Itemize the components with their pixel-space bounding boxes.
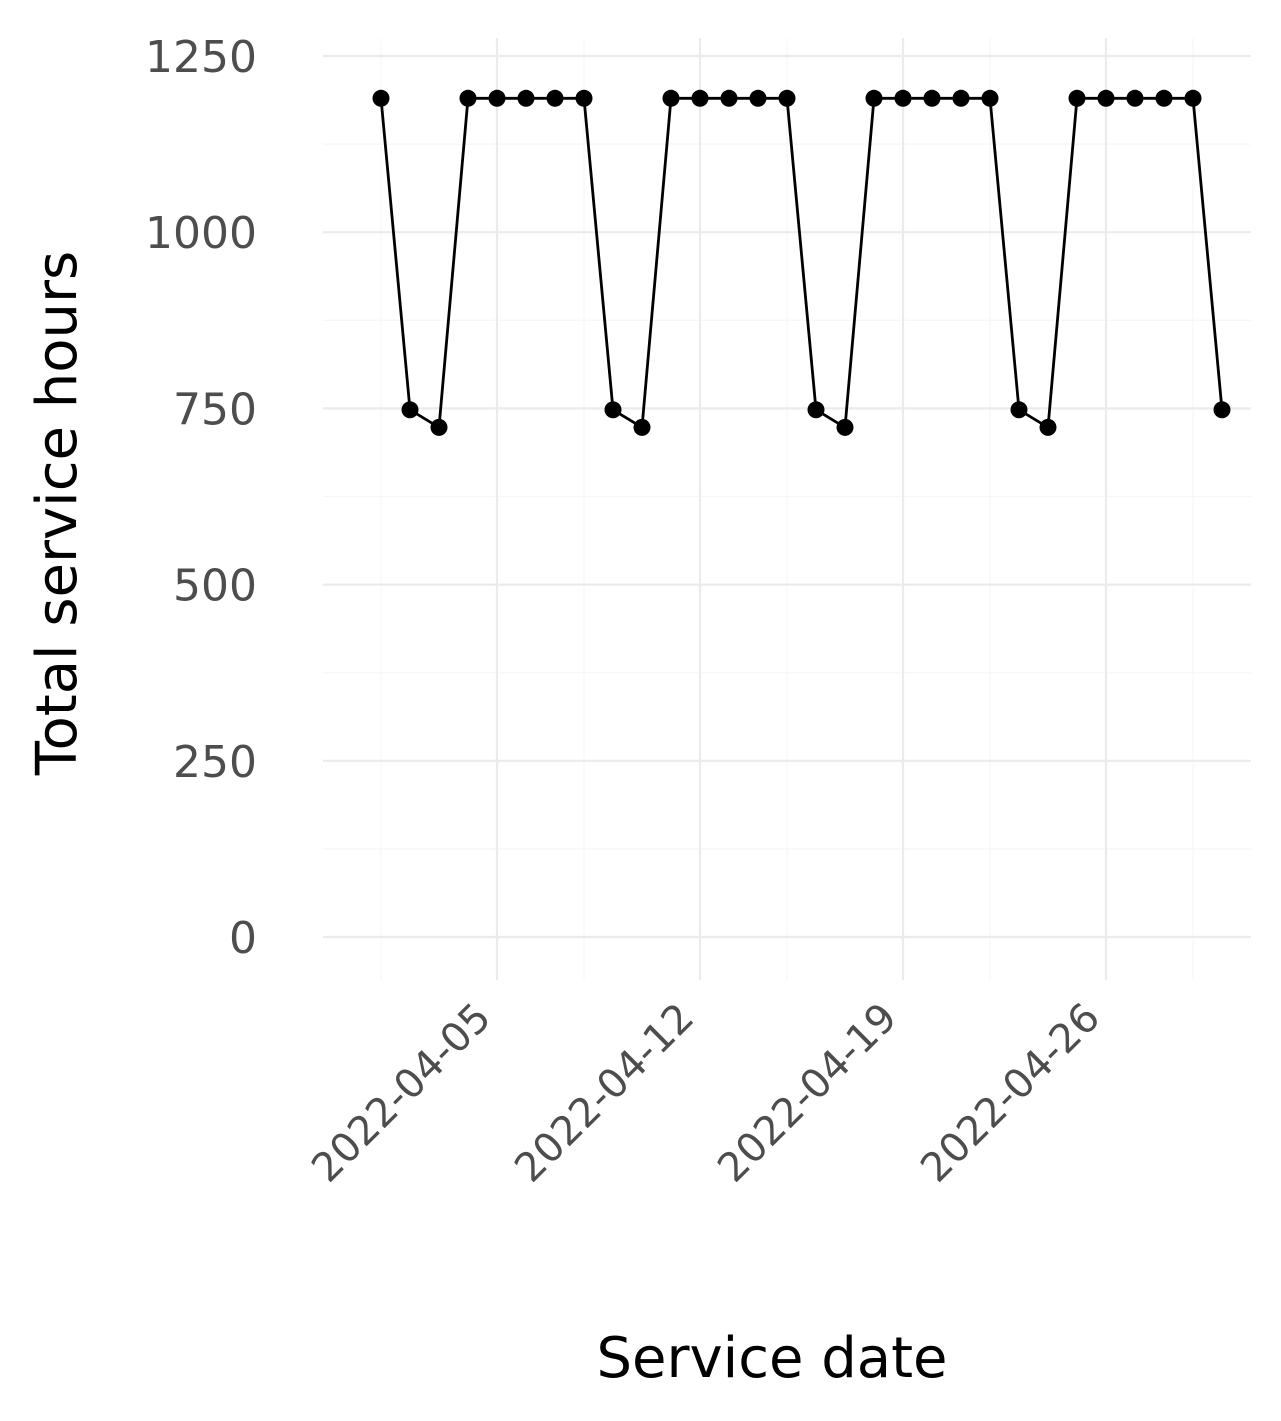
data-point <box>894 89 912 107</box>
data-point <box>459 89 477 107</box>
data-point <box>1068 89 1086 107</box>
x-tick-label: 2022-04-26 <box>912 995 1109 1192</box>
data-point <box>952 89 970 107</box>
data-point <box>604 401 622 419</box>
y-tick-label: 250 <box>173 737 257 788</box>
minor-gridlines <box>323 38 1251 980</box>
data-point <box>691 89 709 107</box>
data-point <box>633 418 651 436</box>
data-point <box>807 401 825 419</box>
y-tick-label: 1250 <box>145 32 257 83</box>
data-point <box>923 89 941 107</box>
data-point <box>865 89 883 107</box>
y-tick-label: 500 <box>173 561 257 612</box>
x-tick-label: 2022-04-19 <box>709 995 906 1192</box>
x-tick-label: 2022-04-05 <box>303 995 500 1192</box>
y-axis-tick-labels: 0 250 500 750 1000 1250 <box>145 32 257 964</box>
x-axis-title: Service date <box>596 1326 947 1391</box>
data-point <box>1184 89 1202 107</box>
major-gridlines <box>323 38 1251 980</box>
data-point <box>1039 418 1057 436</box>
data-point <box>981 89 999 107</box>
data-point <box>749 89 767 107</box>
data-point <box>575 89 593 107</box>
data-point <box>662 89 680 107</box>
y-tick-label: 750 <box>173 384 257 435</box>
data-point <box>546 89 564 107</box>
y-tick-label: 1000 <box>145 208 257 259</box>
y-axis-title: Total service hours <box>25 251 90 776</box>
data-point <box>1126 89 1144 107</box>
data-point <box>372 89 390 107</box>
x-axis-tick-labels: 2022-04-05 2022-04-12 2022-04-19 2022-04-26 <box>303 995 1109 1192</box>
data-point <box>778 89 796 107</box>
data-point <box>430 418 448 436</box>
data-point <box>1097 89 1115 107</box>
data-point <box>1213 401 1231 419</box>
x-tick-label: 2022-04-12 <box>506 995 703 1192</box>
data-point <box>1010 401 1028 419</box>
y-tick-label: 0 <box>229 913 257 964</box>
data-point <box>1155 89 1173 107</box>
series-group <box>372 89 1231 436</box>
data-point <box>517 89 535 107</box>
data-point <box>488 89 506 107</box>
series-line <box>379 96 1224 430</box>
data-point <box>401 401 419 419</box>
data-point <box>720 89 738 107</box>
data-point <box>836 418 854 436</box>
